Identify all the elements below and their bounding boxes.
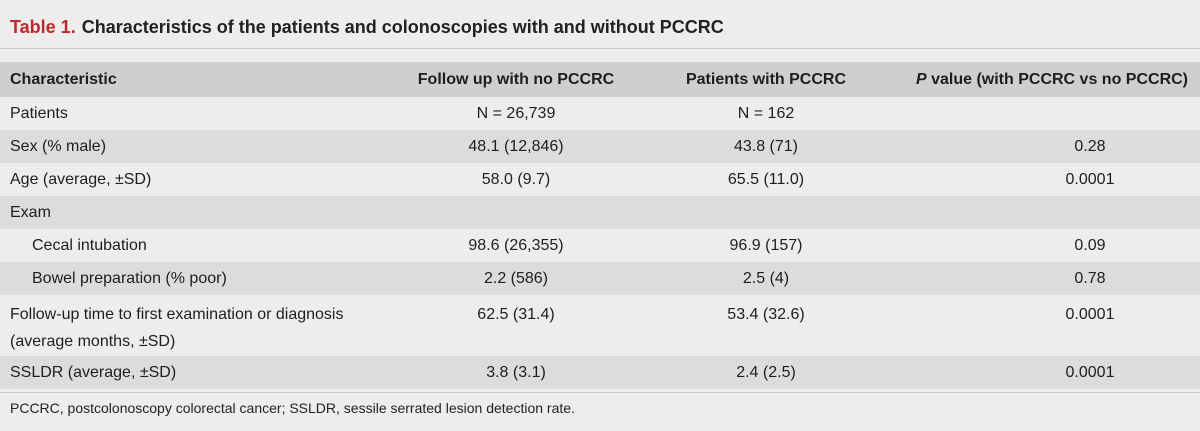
table-row: Patients N = 26,739 N = 162 (0, 97, 1200, 130)
row-label: Cecal intubation (0, 229, 360, 262)
cell-p-value (860, 196, 1200, 229)
bottom-rule (0, 392, 1200, 393)
cell-no-pccrc: N = 26,739 (360, 97, 672, 130)
table-caption: Table 1. Characteristics of the patients … (10, 13, 724, 41)
table-title: Characteristics of the patients and colo… (81, 17, 724, 37)
header-p-rest: value (with PCCRC vs no PCCRC) (926, 70, 1188, 88)
row-label: Exam (0, 196, 360, 229)
row-label: Follow-up time to first examination or d… (0, 295, 360, 356)
cell-no-pccrc (360, 196, 672, 229)
header-with-pccrc: Patients with PCCRC (672, 62, 860, 97)
cell-no-pccrc: 2.2 (586) (360, 262, 672, 295)
table-row: Follow-up time to first examination or d… (0, 295, 1200, 356)
header-no-pccrc: Follow up with no PCCRC (360, 62, 672, 97)
cell-with-pccrc: 43.8 (71) (672, 130, 860, 163)
table-row: Bowel preparation (% poor) 2.2 (586) 2.5… (0, 262, 1200, 295)
cell-no-pccrc: 3.8 (3.1) (360, 356, 672, 389)
characteristics-table: Characteristic Follow up with no PCCRC P… (0, 62, 1200, 389)
table-row: SSLDR (average, ±SD) 3.8 (3.1) 2.4 (2.5)… (0, 356, 1200, 389)
cell-no-pccrc: 98.6 (26,355) (360, 229, 672, 262)
cell-p-value: 0.28 (860, 130, 1200, 163)
cell-p-value (860, 97, 1200, 130)
header-p-italic: P (915, 70, 927, 88)
table-row: Cecal intubation 98.6 (26,355) 96.9 (157… (0, 229, 1200, 262)
table-footnote: PCCRC, postcolonoscopy colorectal cancer… (10, 400, 575, 416)
cell-with-pccrc: 96.9 (157) (672, 229, 860, 262)
header-characteristic: Characteristic (0, 62, 360, 97)
header-row: Characteristic Follow up with no PCCRC P… (0, 62, 1200, 97)
cell-no-pccrc: 58.0 (9.7) (360, 163, 672, 196)
top-rule (0, 48, 1200, 49)
row-label: Patients (0, 97, 360, 130)
row-label: Age (average, ±SD) (0, 163, 360, 196)
cell-with-pccrc: 2.4 (2.5) (672, 356, 860, 389)
table-number: Table 1. (10, 17, 76, 37)
table-row: Sex (% male) 48.1 (12,846) 43.8 (71) 0.2… (0, 130, 1200, 163)
cell-p-value: 0.0001 (860, 163, 1200, 196)
cell-p-value: 0.0001 (860, 295, 1200, 356)
cell-no-pccrc: 48.1 (12,846) (360, 130, 672, 163)
cell-with-pccrc: N = 162 (672, 97, 860, 130)
row-label: Bowel preparation (% poor) (0, 262, 360, 295)
header-p-value: P value (with PCCRC vs no PCCRC) (860, 62, 1200, 97)
cell-with-pccrc (672, 196, 860, 229)
row-label: SSLDR (average, ±SD) (0, 356, 360, 389)
table-row: Age (average, ±SD) 58.0 (9.7) 65.5 (11.0… (0, 163, 1200, 196)
table-row: Exam (0, 196, 1200, 229)
cell-with-pccrc: 53.4 (32.6) (672, 295, 860, 356)
cell-with-pccrc: 65.5 (11.0) (672, 163, 860, 196)
cell-p-value: 0.09 (860, 229, 1200, 262)
cell-with-pccrc: 2.5 (4) (672, 262, 860, 295)
cell-no-pccrc: 62.5 (31.4) (360, 295, 672, 356)
cell-p-value: 0.78 (860, 262, 1200, 295)
row-label: Sex (% male) (0, 130, 360, 163)
cell-p-value: 0.0001 (860, 356, 1200, 389)
